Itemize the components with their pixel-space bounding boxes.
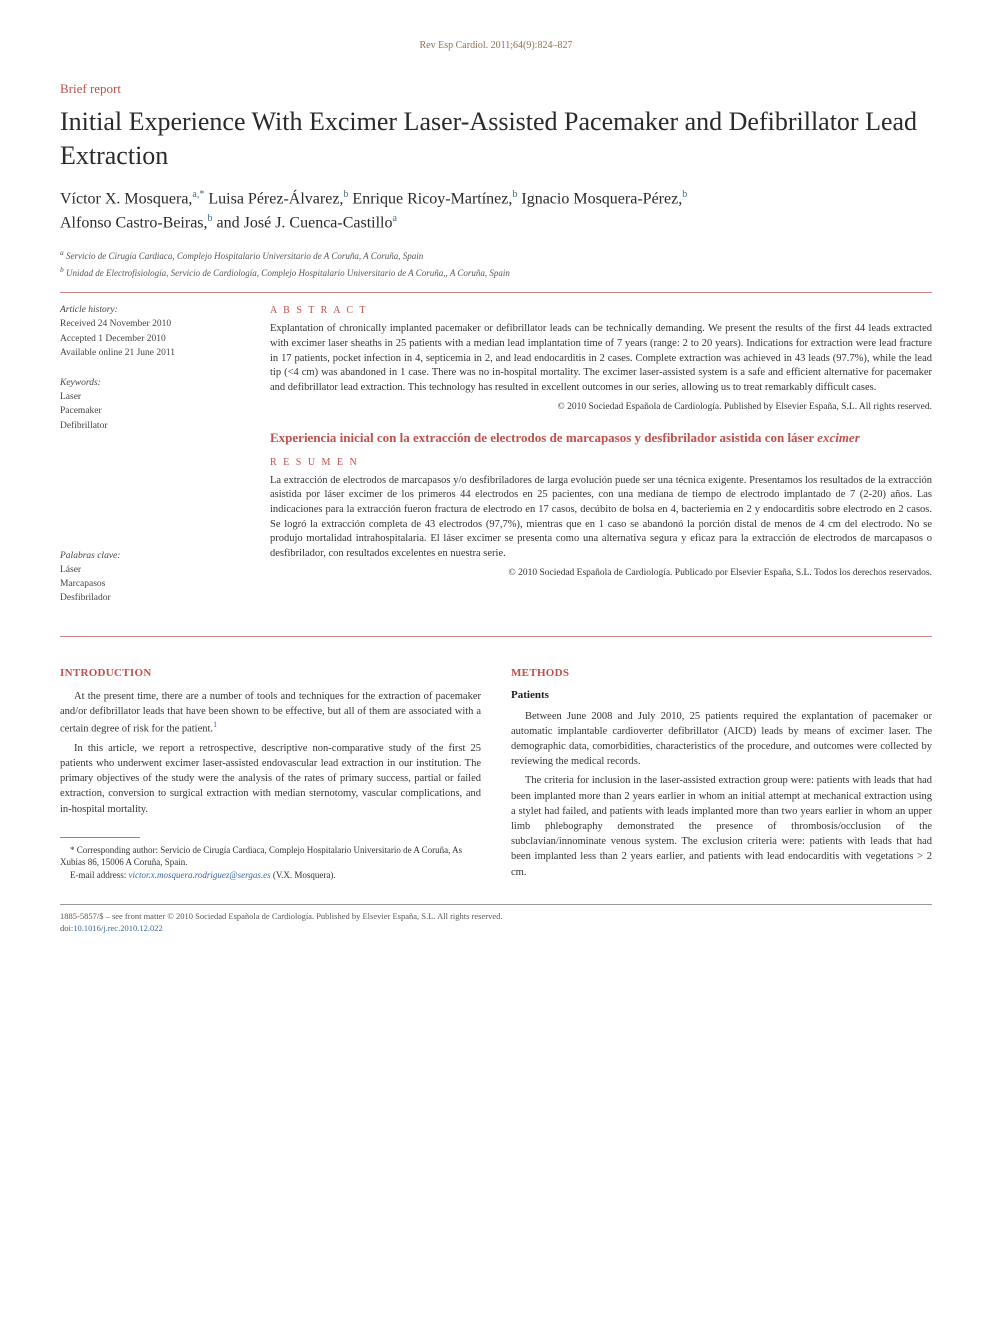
- palabras-clave-block: Palabras clave: Láser Marcapasos Desfibr…: [60, 551, 240, 606]
- article-type: Brief report: [60, 81, 932, 97]
- footer-copyright: 1885-5857/$ – see front matter © 2010 So…: [60, 911, 932, 923]
- article-history: Article history: Received 24 November 20…: [60, 305, 240, 360]
- methods-heading: METHODS: [511, 667, 932, 679]
- accepted-date: Accepted 1 December 2010: [60, 332, 240, 346]
- author-name: Víctor X. Mosquera,: [60, 190, 192, 207]
- email-link[interactable]: victor.x.mosquera.rodriguez@sergas.es: [128, 870, 270, 880]
- affiliation-a: a Servicio de Cirugía Cardiaca, Complejo…: [60, 247, 932, 264]
- methods-paragraph: Between June 2008 and July 2010, 25 pati…: [511, 709, 932, 770]
- right-column: METHODS Patients Between June 2008 and J…: [511, 667, 932, 884]
- patients-heading: Patients: [511, 689, 932, 701]
- methods-paragraph: The criteria for inclusion in the laser-…: [511, 773, 932, 880]
- resumen-label: R E S U M E N: [270, 457, 932, 468]
- info-abstract-section: Article history: Received 24 November 20…: [60, 305, 932, 623]
- author-affil-sup: a,*: [192, 189, 204, 200]
- palabra: Desfibrilador: [60, 591, 240, 605]
- abstract-text: Explantation of chronically implanted pa…: [270, 322, 932, 395]
- corresponding-author-footnote: * Corresponding author: Servicio de Ciru…: [60, 844, 481, 869]
- affiliations: a Servicio de Cirugía Cardiaca, Complejo…: [60, 247, 932, 280]
- citation-ref[interactable]: 1: [213, 720, 217, 729]
- abstract-label: A B S T R A C T: [270, 305, 932, 316]
- abstract-column: A B S T R A C T Explantation of chronica…: [270, 305, 932, 623]
- keyword: Laser: [60, 390, 240, 404]
- author-name: Alfonso Castro-Beiras,: [60, 214, 208, 231]
- footer-doi: doi:10.1016/j.rec.2010.12.022: [60, 923, 932, 935]
- keywords-label: Keywords:: [60, 378, 240, 388]
- affiliation-b: b Unidad de Electrofisiología, Servicio …: [60, 264, 932, 281]
- body-two-column: INTRODUCTION At the present time, there …: [60, 667, 932, 884]
- author-name: and José J. Cuenca-Castillo: [217, 214, 393, 231]
- spanish-title-italic: excimer: [817, 430, 860, 445]
- resumen-text: La extracción de electrodos de marcapaso…: [270, 474, 932, 562]
- author-affil-sup: b: [512, 189, 517, 200]
- author-name: Luisa Pérez-Álvarez,: [208, 190, 343, 207]
- doi-link[interactable]: 10.1016/j.rec.2010.12.022: [73, 923, 162, 933]
- author-affil-sup: b: [343, 189, 348, 200]
- journal-citation: Rev Esp Cardiol. 2011;64(9):824–827: [60, 40, 932, 51]
- palabras-label: Palabras clave:: [60, 551, 240, 561]
- page-footer: 1885-5857/$ – see front matter © 2010 So…: [60, 904, 932, 935]
- palabra: Láser: [60, 563, 240, 577]
- footnote-separator: [60, 837, 140, 838]
- left-column: INTRODUCTION At the present time, there …: [60, 667, 481, 884]
- article-title: Initial Experience With Excimer Laser-As…: [60, 105, 932, 173]
- author-affil-sup: a: [393, 213, 397, 224]
- intro-p1-text: At the present time, there are a number …: [60, 691, 481, 735]
- divider: [60, 636, 932, 637]
- history-label: Article history:: [60, 305, 240, 315]
- spanish-title: Experiencia inicial con la extracción de…: [270, 430, 932, 447]
- intro-paragraph: In this article, we report a retrospecti…: [60, 741, 481, 817]
- online-date: Available online 21 June 2011: [60, 346, 240, 360]
- keywords-block: Keywords: Laser Pacemaker Defibrillator: [60, 378, 240, 433]
- email-name: (V.X. Mosquera).: [273, 870, 336, 880]
- email-label: E-mail address:: [70, 870, 126, 880]
- received-date: Received 24 November 2010: [60, 317, 240, 331]
- email-footnote: E-mail address: victor.x.mosquera.rodrig…: [60, 869, 481, 882]
- author-affil-sup: b: [682, 189, 687, 200]
- introduction-heading: INTRODUCTION: [60, 667, 481, 679]
- article-info-column: Article history: Received 24 November 20…: [60, 305, 240, 623]
- author-name: Enrique Ricoy-Martínez,: [352, 190, 512, 207]
- author-name: Ignacio Mosquera-Pérez,: [521, 190, 682, 207]
- author-list: Víctor X. Mosquera,a,* Luisa Pérez-Álvar…: [60, 187, 932, 236]
- palabra: Marcapasos: [60, 577, 240, 591]
- abstract-copyright: © 2010 Sociedad Española de Cardiología.…: [270, 402, 932, 412]
- spanish-title-main: Experiencia inicial con la extracción de…: [270, 430, 817, 445]
- resumen-copyright: © 2010 Sociedad Española de Cardiología.…: [270, 568, 932, 578]
- keyword: Defibrillator: [60, 419, 240, 433]
- author-affil-sup: b: [208, 213, 213, 224]
- keyword: Pacemaker: [60, 404, 240, 418]
- divider: [60, 292, 932, 293]
- intro-paragraph: At the present time, there are a number …: [60, 689, 481, 737]
